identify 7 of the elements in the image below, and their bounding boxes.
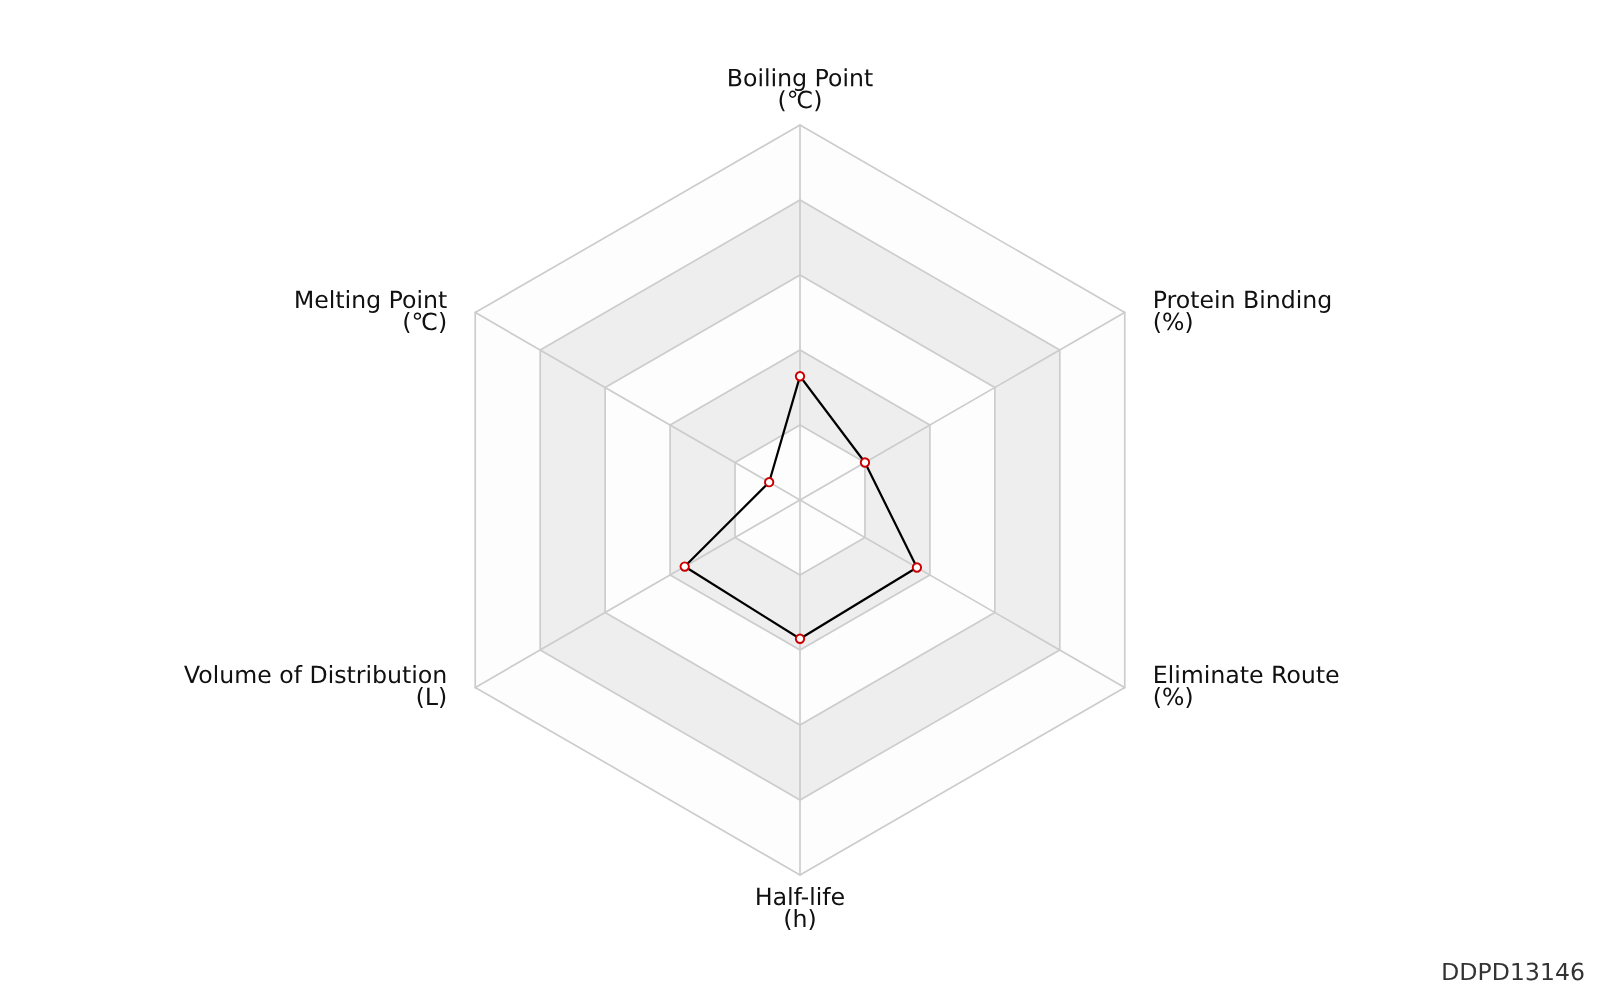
spoke-label: Melting Point (℃) <box>296 290 447 334</box>
spoke-label: Half-life (h) <box>757 887 844 931</box>
spoke-label: Volume of Distribution (L) <box>184 665 446 709</box>
spoke-label: Eliminate Route (%) <box>1154 665 1339 709</box>
spoke-label: Protein Binding (%) <box>1154 290 1331 334</box>
text: DDPD13146 <box>1443 962 1584 981</box>
spoke-label: Boiling Point (℃) <box>729 68 873 112</box>
